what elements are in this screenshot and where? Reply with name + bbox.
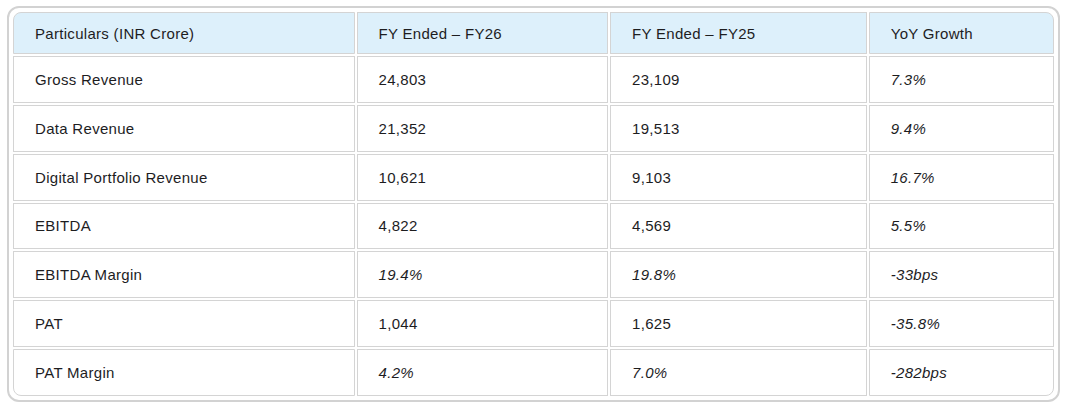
table-cell: 4,822 <box>357 203 609 250</box>
table-cell: -35.8% <box>869 300 1054 347</box>
row-label: PAT <box>13 300 355 347</box>
table-cell: 16.7% <box>869 154 1054 201</box>
table-cell: 19.8% <box>610 251 867 298</box>
table-row: PAT1,0441,625-35.8% <box>13 300 1054 347</box>
table-cell: 7.0% <box>610 349 867 396</box>
table-cell: 24,803 <box>357 56 609 103</box>
column-header: YoY Growth <box>869 12 1054 54</box>
table-cell: 1,044 <box>357 300 609 347</box>
column-header: Particulars (INR Crore) <box>13 12 355 54</box>
table-row: EBITDA4,8224,5695.5% <box>13 203 1054 250</box>
table-cell: -33bps <box>869 251 1054 298</box>
table-cell: 10,621 <box>357 154 609 201</box>
row-label: Data Revenue <box>13 105 355 152</box>
column-header: FY Ended – FY26 <box>357 12 609 54</box>
table-cell: 23,109 <box>610 56 867 103</box>
table-cell: 1,625 <box>610 300 867 347</box>
results-table: Particulars (INR Crore)FY Ended – FY26FY… <box>11 10 1056 398</box>
row-label: EBITDA Margin <box>13 251 355 298</box>
table-row: Gross Revenue24,80323,1097.3% <box>13 56 1054 103</box>
table-cell: 9.4% <box>869 105 1054 152</box>
column-header: FY Ended – FY25 <box>610 12 867 54</box>
table-cell: 7.3% <box>869 56 1054 103</box>
table-cell: -282bps <box>869 349 1054 396</box>
table-cell: 19.4% <box>357 251 609 298</box>
financial-results-table: Particulars (INR Crore)FY Ended – FY26FY… <box>7 6 1060 402</box>
table-cell: 4,569 <box>610 203 867 250</box>
table-row: EBITDA Margin19.4%19.8%-33bps <box>13 251 1054 298</box>
row-label: Gross Revenue <box>13 56 355 103</box>
table-cell: 9,103 <box>610 154 867 201</box>
table-body: Gross Revenue24,80323,1097.3%Data Revenu… <box>13 56 1054 396</box>
row-label: EBITDA <box>13 203 355 250</box>
table-cell: 19,513 <box>610 105 867 152</box>
table-header: Particulars (INR Crore)FY Ended – FY26FY… <box>13 12 1054 54</box>
table-row: Digital Portfolio Revenue10,6219,10316.7… <box>13 154 1054 201</box>
row-label: PAT Margin <box>13 349 355 396</box>
table-row: PAT Margin4.2%7.0%-282bps <box>13 349 1054 396</box>
table-cell: 5.5% <box>869 203 1054 250</box>
table-row: Data Revenue21,35219,5139.4% <box>13 105 1054 152</box>
row-label: Digital Portfolio Revenue <box>13 154 355 201</box>
table-cell: 4.2% <box>357 349 609 396</box>
header-row: Particulars (INR Crore)FY Ended – FY26FY… <box>13 12 1054 54</box>
table-cell: 21,352 <box>357 105 609 152</box>
